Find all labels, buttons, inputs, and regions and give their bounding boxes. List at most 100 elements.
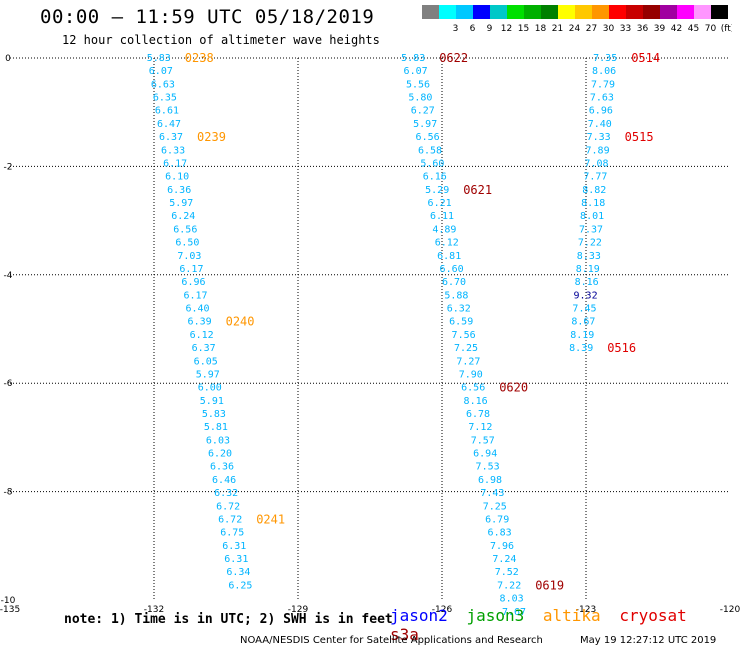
wave-height-value: 5.80 xyxy=(408,93,432,104)
y-tick-label: -8 xyxy=(4,488,13,498)
wave-height-value: 7.79 xyxy=(591,79,615,90)
wave-height-value: 6.40 xyxy=(186,304,210,315)
wave-height-value: 7.57 xyxy=(471,435,495,446)
wave-height-value: 6.10 xyxy=(165,172,189,183)
wave-height-value: 8.39 xyxy=(569,343,593,354)
wave-height-value: 5.83 xyxy=(147,53,171,64)
pass-time-label: 0239 xyxy=(197,130,226,144)
generated-timestamp: May 19 12:27:12 UTC 2019 xyxy=(580,635,717,646)
wave-height-value: 7.63 xyxy=(590,93,614,104)
wave-height-value: 6.17 xyxy=(179,264,203,275)
color-swatch xyxy=(524,5,541,19)
color-scale-tick-label: 36 xyxy=(637,24,649,34)
wave-height-value: 7.90 xyxy=(459,369,483,380)
color-scale-tick-label: 27 xyxy=(586,24,597,34)
wave-height-value: 6.03 xyxy=(206,435,230,446)
color-swatch xyxy=(541,5,558,19)
color-scale-tick-label: 21 xyxy=(552,24,563,34)
wave-height-value: 6.37 xyxy=(159,132,183,143)
wave-height-value: 6.31 xyxy=(224,554,248,565)
x-tick-label: -123 xyxy=(576,605,596,615)
color-swatch xyxy=(592,5,609,19)
color-swatch xyxy=(422,5,439,19)
wave-height-value: 8.06 xyxy=(592,66,616,77)
wave-height-value: 6.35 xyxy=(153,93,177,104)
wave-height-value: 7.03 xyxy=(177,251,201,262)
legend-jason3: jason3 xyxy=(466,606,525,625)
color-scale-tick-label: 24 xyxy=(569,24,581,34)
wave-height-value: 6.37 xyxy=(192,343,216,354)
y-tick-label: -2 xyxy=(4,162,13,172)
wave-height-value: 5.97 xyxy=(169,198,193,209)
color-swatch xyxy=(473,5,490,19)
wave-height-value: 7.37 xyxy=(579,224,603,235)
legend-s3a: s3a xyxy=(390,625,419,644)
page-subtitle: 12 hour collection of altimeter wave hei… xyxy=(62,33,380,47)
wave-height-value: 6.58 xyxy=(418,145,442,156)
wave-height-value: 7.22 xyxy=(578,238,602,249)
wave-height-value: 8.33 xyxy=(577,251,601,262)
wave-height-value: 6.47 xyxy=(157,119,181,130)
wave-height-value: 7.08 xyxy=(584,158,608,169)
wave-height-value: 6.56 xyxy=(416,132,440,143)
wave-height-value: 6.25 xyxy=(228,580,252,591)
x-tick-label: -129 xyxy=(288,605,309,615)
color-scale-tick-label: 9 xyxy=(487,24,493,34)
wave-height-value: 7.27 xyxy=(456,356,480,367)
wave-height-value: 6.72 xyxy=(218,514,242,525)
pass-time-label: 0515 xyxy=(625,130,654,144)
wave-height-value: 6.16 xyxy=(423,172,447,183)
wave-height-value: 6.39 xyxy=(188,317,212,328)
wave-height-value: 6.96 xyxy=(589,106,613,117)
wave-height-value: 6.32 xyxy=(214,488,238,499)
pass-time-label: 0619 xyxy=(535,578,564,592)
wave-height-value: 4.89 xyxy=(432,224,456,235)
color-swatch xyxy=(507,5,524,19)
wave-height-value: 7.22 xyxy=(497,580,521,591)
wave-height-chart: -135 -132 -129 -126 -123 -120 0 -2 -4 -6 -8 -10 5.83… xyxy=(0,51,740,618)
wave-height-value: 7.45 xyxy=(572,304,596,315)
wave-height-value: 6.36 xyxy=(210,462,234,473)
color-swatch xyxy=(626,5,643,19)
wave-height-value: 6.21 xyxy=(428,198,452,209)
wave-height-value: 6.75 xyxy=(220,528,244,539)
x-tick-label: -135 xyxy=(0,605,20,615)
wave-height-value: 6.72 xyxy=(216,501,240,512)
color-scale-tick-label: 33 xyxy=(620,24,631,34)
wave-height-value: 6.17 xyxy=(163,158,187,169)
wave-height-value: 6.46 xyxy=(212,475,236,486)
wave-height-value: 7.25 xyxy=(483,501,507,512)
color-swatch xyxy=(609,5,626,19)
wave-height-value: 5.83 xyxy=(401,53,425,64)
wave-height-value: 6.98 xyxy=(478,475,502,486)
color-scale-tick-label: 15 xyxy=(518,24,529,34)
wave-height-value: 8.16 xyxy=(464,396,488,407)
wave-height-value: 8.16 xyxy=(575,277,599,288)
color-swatch xyxy=(558,5,575,19)
legend-cryosat: cryosat xyxy=(619,606,687,625)
wave-height-value: 7.35 xyxy=(593,53,617,64)
wave-height-value: 6.81 xyxy=(437,251,461,262)
wave-height-value: 6.61 xyxy=(155,106,179,117)
wave-height-value: 5.91 xyxy=(200,396,224,407)
wave-height-value: 5.81 xyxy=(204,422,228,433)
wave-height-value: 7.33 xyxy=(587,132,611,143)
y-tick-label: -4 xyxy=(4,271,13,281)
color-scale-tick-label: 45 xyxy=(688,24,699,34)
x-tick-label: -126 xyxy=(432,605,453,615)
wave-height-value: 7.53 xyxy=(476,462,500,473)
wave-height-value: 6.34 xyxy=(226,567,250,578)
pass-time-label: 0240 xyxy=(226,315,255,329)
wave-height-value: 6.24 xyxy=(171,211,195,222)
wave-height-value: 6.00 xyxy=(198,383,222,394)
wave-height-value: 6.83 xyxy=(488,528,512,539)
pass-time-label: 0238 xyxy=(185,51,214,65)
color-swatch xyxy=(456,5,473,19)
legend-altika: altika xyxy=(542,606,601,625)
wave-height-value: 6.50 xyxy=(175,238,199,249)
y-tick-label: 0 xyxy=(5,54,11,64)
color-scale-tick-label: 42 xyxy=(671,24,682,34)
wave-height-value: 6.17 xyxy=(183,290,207,301)
wave-height-value: 8.19 xyxy=(570,330,594,341)
x-tick-label: -132 xyxy=(144,605,164,615)
